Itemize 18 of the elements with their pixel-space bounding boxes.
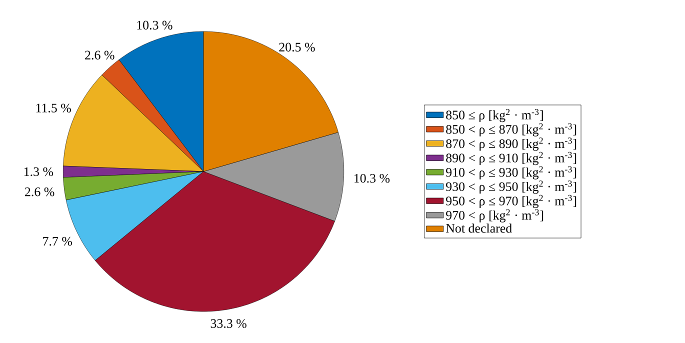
data-label: 11.5 % bbox=[36, 104, 71, 112]
data-label: 10.3 % bbox=[354, 174, 390, 183]
legend-label: 910 < ρ ≤ 930 [kg$^{2}$ · m$^{-3}$] bbox=[446, 166, 576, 180]
legend-label: 850 < ρ ≤ 870 [kg$^{2}$ · m$^{-3}$] bbox=[446, 123, 576, 136]
data-label: 7.7 % bbox=[43, 236, 72, 246]
data-label: 1.3 % bbox=[24, 167, 54, 176]
legend-label: 930 < ρ ≤ 950 [kg$^{2}$ · m$^{-3}$] bbox=[446, 180, 576, 194]
data-label: 10.3 % bbox=[137, 20, 172, 30]
legend-label: 890 < ρ ≤ 910 [kg$^{2}$ · m$^{-3}$] bbox=[446, 152, 576, 166]
data-label: 33.3 % bbox=[210, 319, 246, 328]
legend-label: 950 < ρ ≤ 970 [kg$^{2}$ · m$^{-3}$] bbox=[446, 194, 576, 208]
data-label: 20.5 % bbox=[279, 42, 315, 52]
legend-label: 970 < ρ [kg$^{2}$ · m$^{-3}$] bbox=[446, 209, 544, 222]
legend-label: 850 ≤ ρ [kg$^{2}$ · m$^{-3}$] bbox=[446, 108, 543, 122]
legend-label: 870 < ρ ≤ 890 [kg$^{2}$ · m$^{-3}$] bbox=[446, 138, 576, 151]
data-label: 2.6 % bbox=[25, 187, 54, 196]
legend-label: Not declared bbox=[446, 224, 512, 233]
data-label: 2.6 % bbox=[85, 50, 114, 60]
